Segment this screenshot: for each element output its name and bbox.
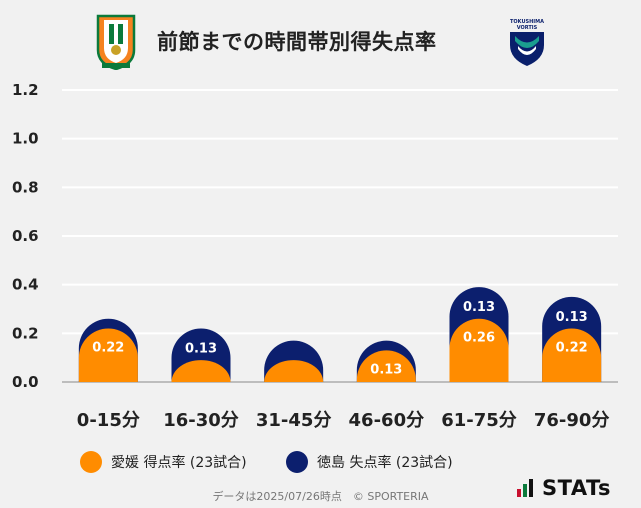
bar-home	[264, 360, 324, 382]
data-label-home: 0.26	[463, 331, 495, 346]
header: 前節までの時間帯別得失点率 TOKUSHIMA VORTIS	[0, 0, 641, 80]
svg-text:TOKUSHIMA: TOKUSHIMA	[510, 19, 544, 25]
data-label-away: 0.13	[556, 310, 588, 325]
stats-logo-icon	[517, 479, 535, 497]
stats-logo: STATs	[517, 476, 611, 500]
legend-label-home: 愛媛 得点率 (23試合)	[111, 455, 247, 471]
y-tick-label: 0.0	[12, 373, 39, 391]
legend-label-away: 徳島 失点率 (23試合)	[317, 455, 453, 471]
gridlines	[62, 89, 618, 383]
data-label-home: 0.13	[370, 362, 402, 377]
y-tick-label: 0.2	[12, 324, 39, 342]
bar-home	[171, 360, 231, 382]
legend-item-away: 徳島 失点率 (23試合)	[286, 449, 453, 475]
x-tick-label: 46-60分	[349, 410, 425, 431]
data-label-away: 0.13	[185, 341, 217, 356]
bar-chart: 0.00.20.40.60.81.01.2 0.22 0.130.130.130.…	[12, 81, 618, 431]
x-tick-label: 76-90分	[534, 410, 610, 431]
chart-title: 前節までの時間帯別得失点率	[157, 30, 437, 54]
svg-text:VORTIS: VORTIS	[517, 25, 538, 31]
legend-dot-home	[80, 451, 102, 473]
legend-item-home: 愛媛 得点率 (23試合)	[80, 449, 247, 475]
footer-credit: データは2025/07/26時点 © SPORTERIA	[212, 490, 429, 503]
y-tick-label: 0.8	[12, 178, 39, 196]
x-tick-label: 61-75分	[441, 410, 517, 431]
bars	[78, 287, 602, 382]
y-tick-label: 1.0	[12, 130, 39, 148]
tokushima-vortis-crest: TOKUSHIMA VORTIS	[510, 19, 544, 66]
stats-brand: STATs	[542, 476, 611, 500]
data-label-away: 0.13	[463, 300, 495, 315]
data-labels: 0.22 0.13 0.13 0.13 0.26 0.13 0.22	[92, 300, 587, 377]
bar-home	[449, 318, 509, 382]
ehime-fc-crest	[96, 14, 136, 70]
legend-dot-away	[286, 451, 308, 473]
data-label-home: 0.22	[92, 340, 124, 355]
x-tick-label: 16-30分	[163, 410, 239, 431]
data-label-home: 0.22	[556, 340, 588, 355]
y-tick-label: 0.4	[12, 276, 39, 294]
y-tick-label: 0.6	[12, 227, 39, 245]
y-axis-ticks: 0.0 0.2 0.4 0.6 0.8 1.0 1.2	[12, 81, 39, 391]
bar-home	[356, 350, 416, 382]
bar-home	[78, 328, 138, 382]
x-axis-ticks: 0-15分 16-30分 31-45分 46-60分 61-75分 76-90分	[77, 410, 610, 431]
bar-home	[542, 328, 602, 382]
x-tick-label: 31-45分	[256, 410, 332, 431]
x-tick-label: 0-15分	[77, 410, 140, 431]
y-tick-label: 1.2	[12, 81, 39, 99]
legend: 愛媛 得点率 (23試合) 徳島 失点率 (23試合)	[0, 449, 641, 475]
